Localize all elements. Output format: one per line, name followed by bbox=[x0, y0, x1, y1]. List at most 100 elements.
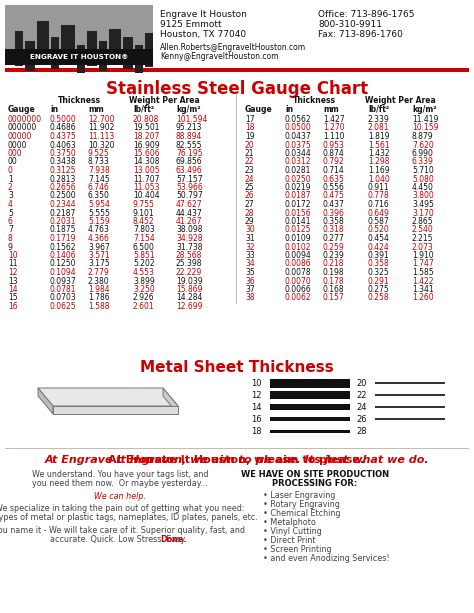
Text: • Metalphoto: • Metalphoto bbox=[263, 518, 316, 527]
Text: 0.396: 0.396 bbox=[323, 208, 345, 218]
Text: 0.325: 0.325 bbox=[368, 268, 390, 277]
Text: 5.851: 5.851 bbox=[133, 251, 155, 260]
Polygon shape bbox=[53, 406, 178, 414]
Text: 0.0219: 0.0219 bbox=[285, 183, 311, 192]
Text: 0.0344: 0.0344 bbox=[285, 149, 312, 158]
Text: 6.990: 6.990 bbox=[412, 149, 434, 158]
Text: 13.005: 13.005 bbox=[133, 166, 160, 175]
Text: 1.561: 1.561 bbox=[368, 140, 390, 150]
Text: 10.159: 10.159 bbox=[412, 123, 438, 132]
Text: lb/ft²: lb/ft² bbox=[368, 105, 389, 114]
Bar bbox=[375, 406, 445, 408]
Text: 0.4686: 0.4686 bbox=[50, 123, 77, 132]
Text: 12.699: 12.699 bbox=[176, 302, 202, 311]
Text: accurate. Quick. Low Stress. Easy.: accurate. Quick. Low Stress. Easy. bbox=[50, 535, 190, 544]
Text: 4.763: 4.763 bbox=[88, 226, 110, 235]
Text: 24: 24 bbox=[245, 175, 255, 183]
Text: 0.0070: 0.0070 bbox=[285, 276, 312, 286]
Text: 800-310-9911: 800-310-9911 bbox=[318, 20, 382, 29]
Text: 63.496: 63.496 bbox=[176, 166, 203, 175]
Text: 1.169: 1.169 bbox=[368, 166, 390, 175]
Text: 0.275: 0.275 bbox=[368, 285, 390, 294]
Text: 5.080: 5.080 bbox=[412, 175, 434, 183]
Text: 0.318: 0.318 bbox=[323, 226, 345, 235]
Text: 12: 12 bbox=[8, 268, 18, 277]
Text: 9.525: 9.525 bbox=[88, 149, 110, 158]
Text: 47.627: 47.627 bbox=[176, 200, 202, 209]
Text: 0.0281: 0.0281 bbox=[285, 166, 311, 175]
Text: 0.475: 0.475 bbox=[323, 191, 345, 200]
Text: 0.5000: 0.5000 bbox=[50, 115, 77, 124]
Text: 9.755: 9.755 bbox=[133, 200, 155, 209]
Text: 11.419: 11.419 bbox=[412, 115, 438, 124]
Text: 18.207: 18.207 bbox=[133, 132, 159, 141]
Text: 14: 14 bbox=[8, 285, 18, 294]
Text: 19.039: 19.039 bbox=[176, 276, 202, 286]
Text: 2.926: 2.926 bbox=[133, 294, 155, 302]
Text: 32: 32 bbox=[245, 243, 255, 251]
Text: 18: 18 bbox=[245, 123, 255, 132]
Text: 57.157: 57.157 bbox=[176, 175, 202, 183]
Text: 16: 16 bbox=[8, 302, 18, 311]
Text: 22: 22 bbox=[356, 390, 367, 400]
Text: 15: 15 bbox=[8, 294, 18, 302]
Text: 0.0125: 0.0125 bbox=[285, 226, 311, 235]
Bar bbox=[51, 37, 59, 69]
Text: 5: 5 bbox=[8, 208, 13, 218]
Text: 0.258: 0.258 bbox=[368, 294, 390, 302]
Text: 8: 8 bbox=[8, 234, 13, 243]
Text: 0.0094: 0.0094 bbox=[285, 251, 312, 260]
Text: • Direct Print: • Direct Print bbox=[263, 536, 316, 545]
Bar bbox=[37, 21, 49, 61]
Text: 3.175: 3.175 bbox=[88, 259, 110, 268]
Text: 0.454: 0.454 bbox=[368, 234, 390, 243]
Bar bbox=[15, 31, 23, 66]
Text: 14.308: 14.308 bbox=[133, 158, 159, 167]
Text: 0.1406: 0.1406 bbox=[50, 251, 77, 260]
Text: lb/ft²: lb/ft² bbox=[133, 105, 154, 114]
Text: 16.909: 16.909 bbox=[133, 140, 160, 150]
Text: 0.277: 0.277 bbox=[323, 234, 345, 243]
Text: 20.808: 20.808 bbox=[133, 115, 159, 124]
Text: 1.910: 1.910 bbox=[412, 251, 434, 260]
Text: 5.202: 5.202 bbox=[133, 259, 155, 268]
Text: 0.2344: 0.2344 bbox=[50, 200, 77, 209]
Text: We specialize in taking the pain out of getting what you need:: We specialize in taking the pain out of … bbox=[0, 504, 245, 513]
Text: 36: 36 bbox=[245, 276, 255, 286]
Text: 2.779: 2.779 bbox=[88, 268, 110, 277]
Text: 1.585: 1.585 bbox=[412, 268, 434, 277]
Text: 31.738: 31.738 bbox=[176, 243, 202, 251]
Bar bbox=[270, 391, 350, 398]
Text: 76.195: 76.195 bbox=[176, 149, 202, 158]
Text: 2.215: 2.215 bbox=[412, 234, 434, 243]
Text: 33: 33 bbox=[245, 251, 255, 260]
Text: 17: 17 bbox=[245, 115, 255, 124]
Text: 0.3438: 0.3438 bbox=[50, 158, 77, 167]
Text: 0.0172: 0.0172 bbox=[285, 200, 311, 209]
Bar bbox=[270, 404, 350, 410]
Text: 0.0062: 0.0062 bbox=[285, 294, 311, 302]
Text: 0.198: 0.198 bbox=[323, 268, 345, 277]
Text: 18: 18 bbox=[251, 427, 262, 435]
Text: 22: 22 bbox=[245, 158, 255, 167]
Text: 34: 34 bbox=[245, 259, 255, 268]
Text: You name it - We will take care of it. Superior quality, fast, and: You name it - We will take care of it. S… bbox=[0, 526, 246, 535]
Text: 10.320: 10.320 bbox=[88, 140, 115, 150]
Text: 0.874: 0.874 bbox=[323, 149, 345, 158]
Bar bbox=[87, 31, 97, 66]
Text: 4.450: 4.450 bbox=[412, 183, 434, 192]
Text: 0.778: 0.778 bbox=[368, 191, 390, 200]
Bar bbox=[375, 394, 445, 396]
Bar bbox=[145, 33, 153, 67]
Bar bbox=[5, 5, 153, 65]
Text: 3.250: 3.250 bbox=[133, 285, 155, 294]
Text: • Rotary Engraving: • Rotary Engraving bbox=[263, 500, 340, 509]
Text: 1.984: 1.984 bbox=[88, 285, 109, 294]
Text: 11.707: 11.707 bbox=[133, 175, 159, 183]
Text: Gauge: Gauge bbox=[245, 105, 273, 114]
Text: mm: mm bbox=[323, 105, 339, 114]
Bar bbox=[135, 45, 143, 73]
Text: 0.358: 0.358 bbox=[368, 259, 390, 268]
Polygon shape bbox=[38, 388, 53, 414]
Text: 1.786: 1.786 bbox=[88, 294, 109, 302]
